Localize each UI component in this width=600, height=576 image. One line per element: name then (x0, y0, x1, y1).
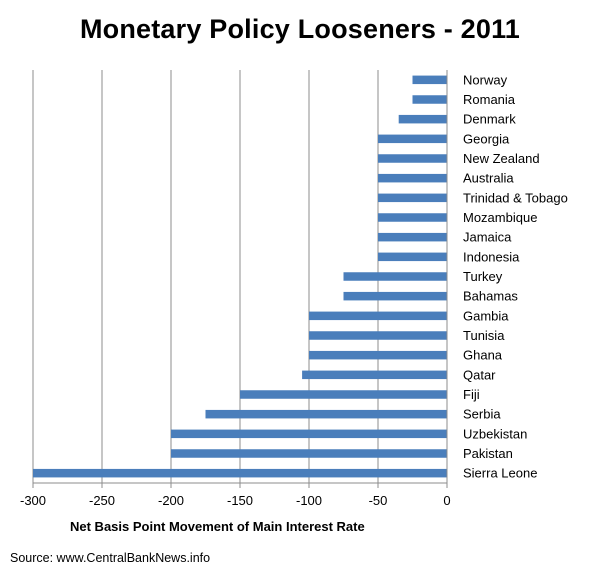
bar-uzbekistan (171, 429, 447, 439)
gridlines (32, 70, 379, 483)
category-label: Indonesia (463, 249, 520, 264)
bar-ghana (309, 350, 447, 360)
x-tick-label: -250 (89, 493, 115, 508)
category-label: Pakistan (463, 446, 513, 461)
bars (33, 75, 447, 478)
bar-jamaica (378, 232, 447, 242)
x-tick-label: 0 (443, 493, 450, 508)
category-label: Sierra Leone (463, 466, 537, 481)
category-label: Ghana (463, 348, 503, 363)
category-label: Jamaica (463, 230, 512, 245)
bar-pakistan (171, 449, 447, 458)
bar-sierra-leone (33, 468, 447, 478)
category-label: New Zealand (463, 151, 540, 166)
x-tick-label: -200 (158, 493, 184, 508)
bar-turkey (343, 272, 447, 281)
category-label: Trinidad & Tobago (463, 190, 568, 205)
category-label: Georgia (463, 131, 510, 146)
category-label: Fiji (463, 387, 480, 402)
bar-fiji (240, 390, 447, 399)
x-axis-label: Net Basis Point Movement of Main Interes… (70, 519, 365, 534)
category-label: Norway (463, 72, 508, 87)
x-tick-label: -150 (227, 493, 253, 508)
category-label: Uzbekistan (463, 426, 527, 441)
category-label: Australia (463, 171, 514, 186)
bar-australia (378, 173, 447, 183)
category-labels: Norway Romania Denmark Georgia New Zealand Au… (463, 72, 568, 480)
category-label: Mozambique (463, 210, 537, 225)
bar-tunisia (309, 331, 447, 340)
x-axis (32, 70, 448, 488)
bar-trinidad-tobago (378, 193, 447, 203)
bar-new-zealand (378, 154, 447, 163)
bar-indonesia (378, 252, 447, 262)
category-label: Tunisia (463, 328, 505, 343)
category-label: Bahamas (463, 289, 518, 304)
category-label: Serbia (463, 407, 501, 422)
bar-qatar (302, 370, 447, 380)
bar-serbia (205, 409, 447, 419)
x-tick-labels: -300 -250 -200 -150 -100 -50 0 (20, 493, 451, 508)
x-tick-label: -100 (296, 493, 322, 508)
bar-bahamas (343, 291, 447, 301)
category-label: Romania (463, 92, 516, 107)
category-label: Qatar (463, 367, 496, 382)
bar-mozambique (378, 213, 447, 222)
chart-title: Monetary Policy Looseners - 2011 (79, 14, 521, 44)
x-tick-label: -300 (20, 493, 46, 508)
bar-denmark (398, 114, 447, 124)
category-label: Denmark (463, 112, 516, 127)
bar-norway (412, 75, 447, 85)
bar-romania (412, 95, 447, 104)
x-tick-label: -50 (369, 493, 388, 508)
bar-georgia (378, 134, 447, 144)
category-label: Gambia (463, 308, 509, 323)
bar-gambia (309, 311, 447, 321)
source-note: Source: www.CentralBankNews.info (10, 551, 211, 565)
category-label: Turkey (463, 269, 503, 284)
